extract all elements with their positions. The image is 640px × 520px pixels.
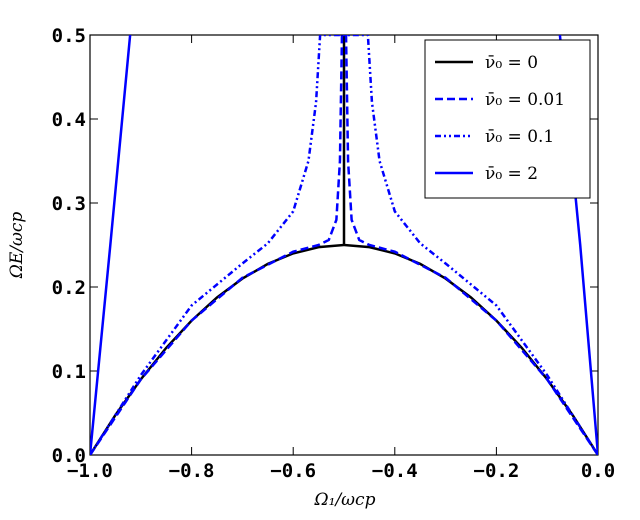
y-tick-label: 0.5	[52, 25, 86, 47]
y-tick-label: 0.3	[52, 193, 86, 215]
y-tick-label: 0.0	[52, 445, 86, 467]
legend-label: ν̄₀ = 2	[485, 164, 538, 184]
y-tick-label: 0.4	[52, 109, 86, 131]
y-tick-label: 0.1	[52, 361, 86, 383]
x-tick-label: −0.4	[372, 460, 418, 482]
x-tick-label: −0.8	[169, 460, 215, 482]
legend-label: ν̄₀ = 0.01	[485, 90, 565, 110]
y-axis-label: ΩE/ωcp	[7, 212, 27, 280]
x-tick-label: −0.6	[270, 460, 316, 482]
legend-label: ν̄₀ = 0.1	[485, 127, 554, 147]
legend-box	[424, 39, 591, 199]
series-line	[90, 35, 598, 455]
y-tick-label: 0.2	[52, 277, 86, 299]
x-axis-label: Ω₁/ωcp	[314, 490, 376, 510]
x-tick-label: −1.0	[67, 460, 113, 482]
x-tick-label: 0.0	[581, 460, 615, 482]
x-tick-label: −0.2	[474, 460, 520, 482]
legend-label: ν̄₀ = 0	[485, 53, 538, 73]
